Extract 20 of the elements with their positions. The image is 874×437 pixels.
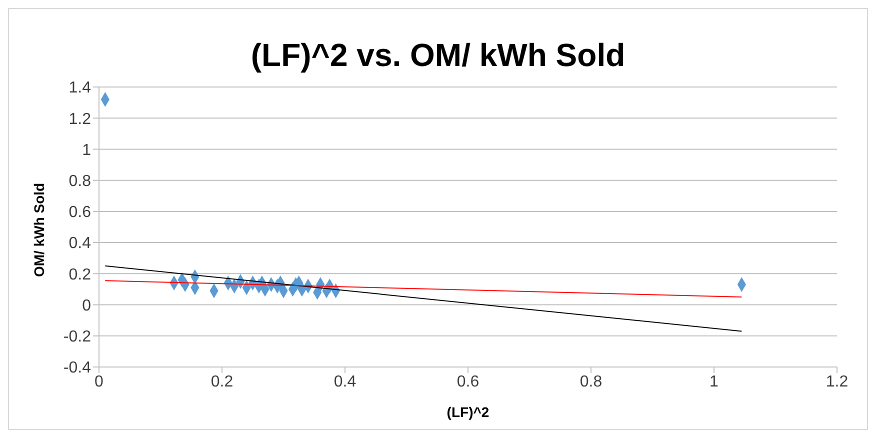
x-tick-label: 0.2	[210, 373, 234, 390]
x-tick-label: 0.4	[334, 373, 356, 390]
x-tick-label: 0.8	[580, 373, 602, 390]
y-tick-label: 0	[82, 297, 92, 314]
y-tick-label: 0.8	[68, 173, 92, 190]
y-tick-label: 1.2	[68, 110, 92, 128]
y-tick-label: 1.4	[68, 80, 92, 97]
y-tick-label: 0.2	[68, 266, 92, 284]
x-tick-label: 0	[94, 373, 104, 390]
x-tick-label: 1	[710, 373, 719, 390]
x-tick-label: 1.2	[826, 373, 848, 390]
y-tick-label: 0.6	[68, 204, 92, 222]
y-tick-label: -0.4	[63, 360, 92, 377]
y-tick-label: 1	[82, 142, 92, 159]
y-tick-label: 0.4	[68, 235, 92, 252]
x-tick-label: 0.6	[456, 373, 480, 390]
chart-title: (LF)^2 vs. OM/ kWh Sold	[250, 37, 626, 75]
y-tick-label: -0.2	[63, 328, 92, 346]
y-axis-title: OM/ kWh Sold	[30, 182, 47, 277]
x-axis-title: (LF)^2	[446, 404, 490, 420]
